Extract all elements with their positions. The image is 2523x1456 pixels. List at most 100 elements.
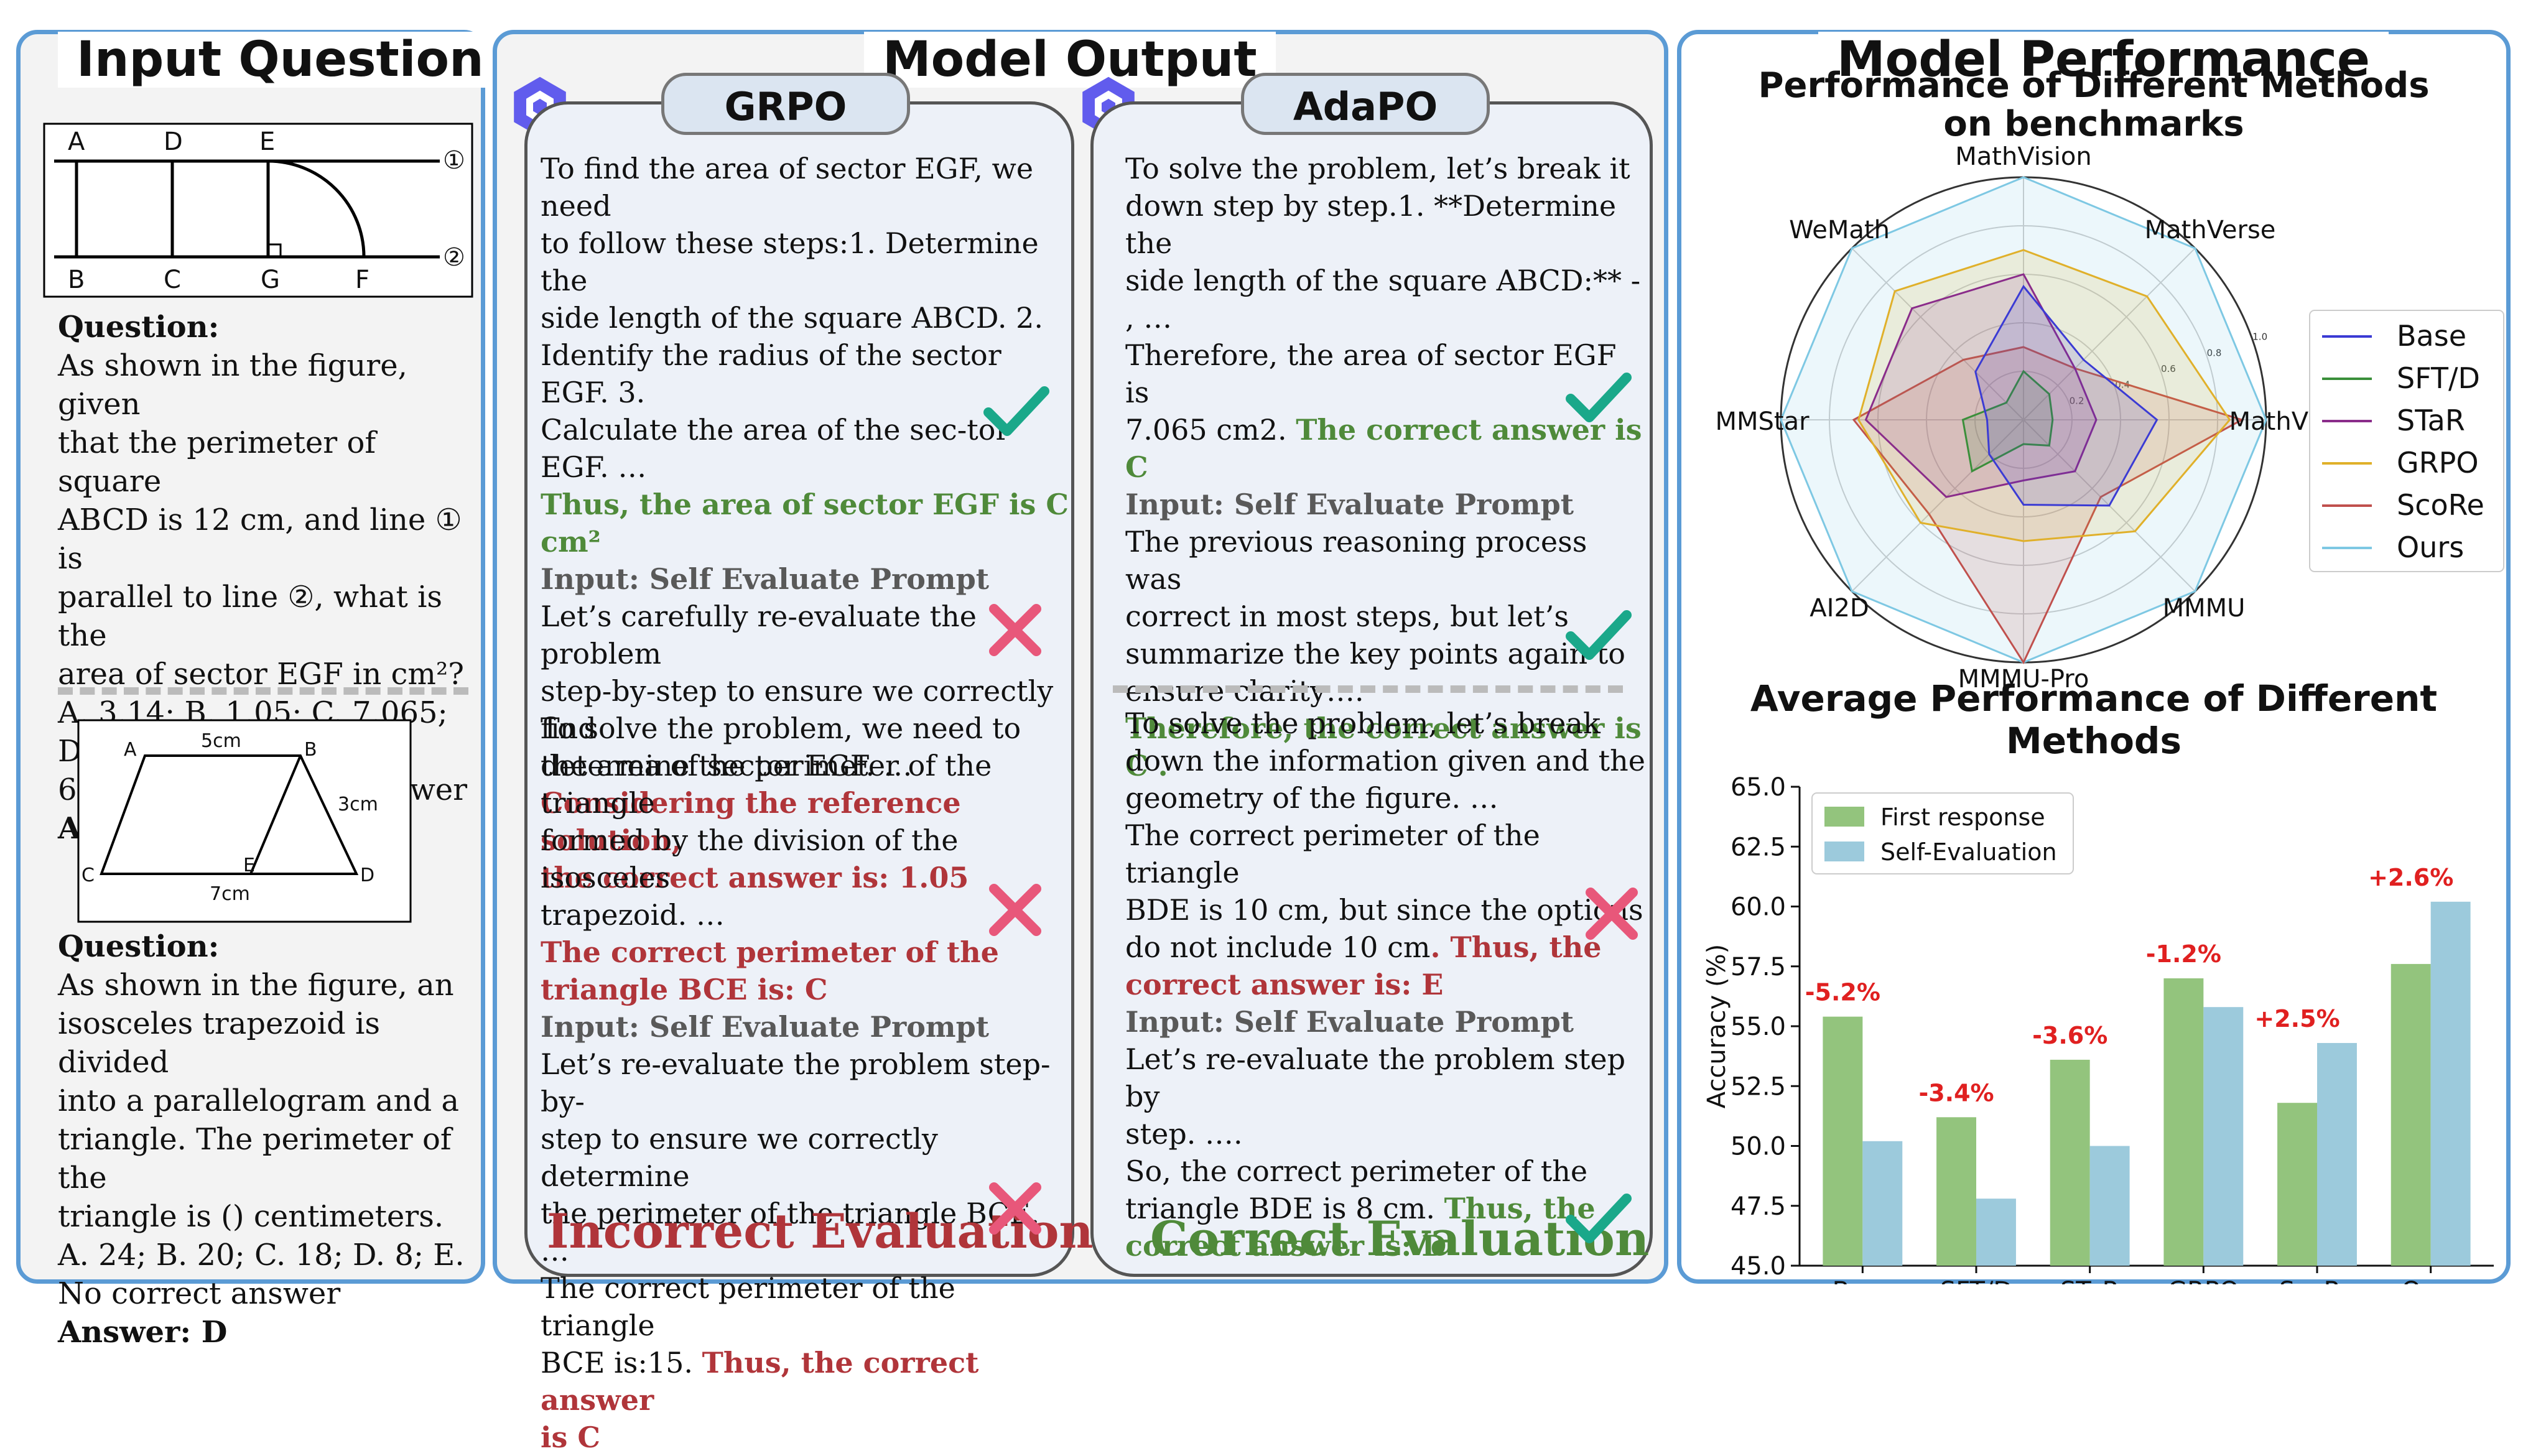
bar-self-evaluation [2317,1042,2357,1266]
bar-first-response [1936,1117,1976,1266]
text-line: trapezoid. … [541,898,725,932]
legend-label: STaR [2397,404,2465,437]
y-tick-label: 57.5 [1731,953,1786,981]
question-line: parallel to line ②, what is the [58,580,443,653]
legend-swatch [1824,807,1864,827]
x-tick-label: SFT/D [1940,1277,2012,1284]
y-tick-label: 65.0 [1731,773,1786,802]
question-line: triangle is () centimeters. [58,1199,444,1234]
question-line: triangle. The perimeter of the [58,1122,452,1195]
evaluation-answer: correct answer is: D [1125,1229,1447,1263]
trapezoid-figure: A 5cm B 3cm C E D 7cm [77,719,412,923]
text-line: Let’s re-evaluate the problem step-by- [541,1047,1051,1118]
radar-axis-label: MMStar [1715,407,1810,436]
legend-label: GRPO [2397,446,2479,480]
fig2-label: D [360,865,374,886]
fig1-label: G [261,266,280,294]
radar-spoke [1851,419,2024,592]
question-line: area of sector EGF in cm²? [58,657,464,692]
first-answer: . Thus, the [1430,930,1602,964]
first-answer: Thus, the area of sector EGF is C cm² [541,488,1069,559]
text-line: So, the correct perimeter of the [1125,1154,1588,1188]
model-output-panel: Model Output GRPO To find the area of se… [493,30,1668,1454]
bar-chart-title: Average Performance of Different Methods [1750,677,2438,762]
text-line: side length of the square ABCD. 2. [541,301,1044,335]
x-tick-label: ScoRe [2279,1277,2355,1284]
text-line: the perimeter of the triangle BCE. … [541,1197,1040,1268]
text-line: BCE is:15. Thus, the correct answer [541,1344,1069,1419]
legend-label: ScoRe [2397,488,2484,522]
question-line: ABCD is 12 cm, and line ① is [58,503,462,576]
fig2-label: 7cm [210,883,250,905]
text-line: triangle BDE is 8 cm. Thus, the [1125,1190,1648,1227]
question-label: Question: [58,310,220,345]
radar-axis-label: WeMath [1789,216,1890,244]
adapo-label: AdaPO [1241,73,1490,135]
x-tick-label: GRPO [2168,1277,2239,1284]
bar-first-response [2391,963,2431,1266]
text-line: To solve the problem, we need to [541,712,1021,745]
divider [1113,685,1623,693]
text-line: summarize the key points again to [1125,637,1625,670]
radar-axis-label: MathVerse [2145,216,2276,244]
text-line: to follow these steps:1. Determine the [541,226,1039,297]
text-span: do not include 10 cm [1125,930,1431,964]
first-answer: The correct perimeter of the [541,935,999,969]
radar-spoke [1851,248,2024,420]
bar-self-evaluation [1862,1141,1903,1266]
adapo-response-1: To solve the problem, let’s break it dow… [1125,150,1648,784]
cross-icon [989,604,1041,656]
radar-axis-label: MathVision [1955,146,2091,171]
bar-chart: 45.0 47.5 50.0 52.5 55.0 57.5 60.0 62.5 65.0 Accu… [1703,773,2494,1284]
text-span: triangle BDE is 8 cm. [1125,1192,1444,1225]
fig1-label: ② [443,243,465,272]
radar-spoke [2023,248,2196,420]
y-tick-label: 62.5 [1731,833,1786,861]
legend-label: SFT/D [2397,361,2480,395]
self-evaluate-prompt: Input: Self Evaluate Prompt [541,562,990,596]
grpo-label: GRPO [661,73,910,135]
legend-swatch [1824,842,1864,861]
question-line: isosceles trapezoid is divided [58,1006,380,1080]
y-tick-label: 60.0 [1731,893,1786,922]
text-line: The correct perimeter of the triangle [541,1271,955,1342]
first-answer: correct answer is: E [1125,968,1444,1001]
fig1-label: ① [443,146,465,175]
bar-annotation: +2.5% [2254,1005,2339,1032]
radar-axis-label: MMMU-Pro [1958,665,2089,693]
text-line: step-by-step to ensure we correctly find [541,674,1054,745]
grpo-column [524,101,1074,1277]
fig2-label: 5cm [201,730,241,752]
text-line: do not include 10 cm. Thus, the [1125,929,1648,966]
bar-legend [1811,792,2074,874]
text-line: Let’s re-evaluate the problem step by [1125,1042,1626,1113]
radar-rtick-label: 1.0 [2252,332,2267,343]
text-line: side length of the square ABCD:** - [1125,264,1641,297]
cross-icon [989,1182,1041,1235]
radar-title-line: on benchmarks [1943,104,2244,144]
cross-icon [1586,888,1638,940]
radar-rtick-label: 0.2 [2070,395,2084,406]
legend-label: Self-Evaluation [1880,838,2057,866]
text-line: , … [1125,301,1173,335]
evaluation-answer: Considering the reference solution, [541,786,961,857]
y-tick-label: 47.5 [1731,1192,1786,1221]
fig1-label: A [68,128,85,156]
text-line: down step by step.1. **Determine the [1125,189,1617,260]
text-line: To solve the problem, let’s break it [1125,152,1630,185]
radar-chart-title: Performance of Different Methods on bench… [1681,67,2506,144]
radar-series-sftd [1961,369,2054,473]
evaluation-answer: is C [541,1421,600,1454]
bar-self-evaluation [1976,1199,2016,1266]
self-evaluate-prompt: Input: Self Evaluate Prompt [1125,1005,1574,1039]
y-tick-label: 50.0 [1731,1133,1786,1161]
fig1-label: B [68,266,85,294]
text-line: The previous reasoning process was [1125,525,1587,596]
radar-series-base [1974,284,2158,507]
bar-annotation: -3.4% [1918,1079,1994,1106]
question-line: into a parallelogram and a [58,1083,460,1118]
bar-first-response [2277,1103,2317,1266]
text-line: The correct perimeter of the triangle [1125,818,1540,889]
first-answer: triangle BCE is: C [541,973,828,1006]
input-question-title: Input Question [58,32,503,88]
